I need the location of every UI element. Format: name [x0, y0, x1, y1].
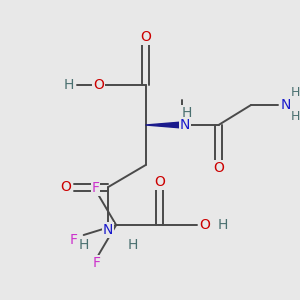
Text: N: N	[280, 98, 291, 112]
Text: H: H	[217, 218, 228, 232]
Text: H: H	[64, 78, 74, 92]
Text: O: O	[93, 78, 104, 92]
Text: N: N	[103, 223, 113, 237]
Text: F: F	[92, 181, 100, 195]
Text: O: O	[140, 30, 151, 44]
Text: F: F	[70, 233, 78, 247]
Text: H: H	[291, 86, 300, 100]
Text: O: O	[213, 161, 224, 175]
Text: H: H	[128, 238, 138, 252]
Text: H: H	[79, 238, 89, 252]
Text: H: H	[182, 106, 192, 120]
Polygon shape	[146, 122, 182, 128]
Text: H: H	[291, 110, 300, 124]
Text: F: F	[92, 256, 101, 270]
Text: N: N	[180, 118, 190, 132]
Text: O: O	[199, 218, 210, 232]
Text: O: O	[61, 180, 71, 194]
Text: O: O	[154, 175, 165, 189]
